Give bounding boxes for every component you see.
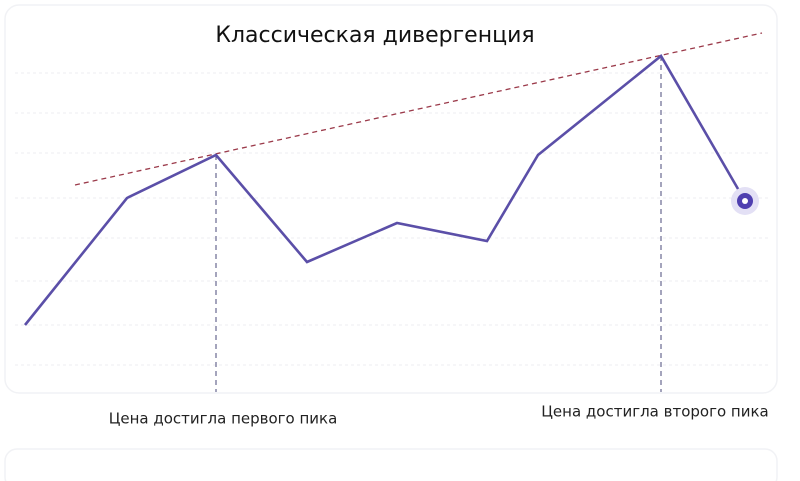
card: [4, 4, 778, 394]
lower-card: [4, 448, 778, 481]
annotation: Цена достигла первого пика: [109, 410, 338, 428]
annotation: Цена достигла второго пика: [541, 403, 768, 421]
trend-line: [74, 32, 763, 186]
end-point-center: [742, 198, 748, 204]
chart-title: Классическая дивергенция: [215, 23, 534, 48]
price-line: [23, 54, 747, 326]
